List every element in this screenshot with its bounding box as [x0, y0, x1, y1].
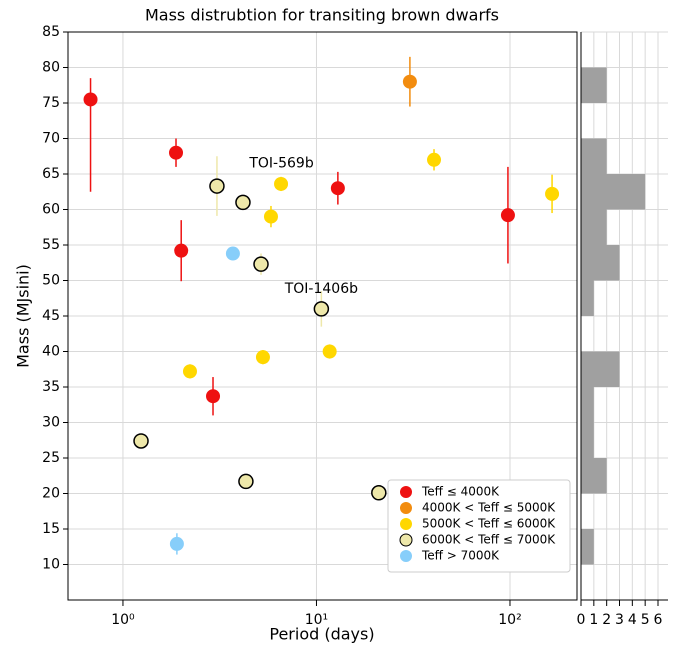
y-tick-label: 75	[42, 95, 60, 111]
plot-frame	[67, 31, 578, 601]
data-point	[255, 350, 270, 365]
histogram-bar	[581, 138, 607, 174]
x-tick-label: 4	[628, 612, 637, 628]
y-axis-label: Mass (MJsini)	[14, 264, 33, 368]
y-tick-label: 85	[42, 24, 60, 40]
x-axis-label: Period (days)	[269, 625, 374, 644]
data-point	[238, 473, 254, 490]
data-point	[133, 433, 149, 449]
x-tick-label: 10¹	[305, 612, 328, 628]
annotation: TOI-569b	[248, 155, 313, 171]
histogram-bar	[581, 387, 594, 423]
x-tick-label: 10²	[498, 612, 521, 628]
data-point	[174, 243, 189, 258]
y-tick-label: 80	[42, 60, 60, 76]
legend-marker	[400, 518, 412, 530]
histogram-bar	[581, 422, 594, 458]
data-point	[322, 344, 337, 359]
x-tick-label: 6	[654, 612, 663, 628]
x-tick-label: 5	[641, 612, 650, 628]
legend-label: Teff > 7000K	[421, 549, 500, 563]
legend-marker	[400, 550, 412, 562]
y-tick-label: 20	[42, 486, 60, 502]
y-tick-label: 10	[42, 557, 60, 573]
data-point	[169, 536, 184, 551]
histogram-bar	[581, 209, 607, 245]
legend-marker	[399, 533, 413, 547]
data-point	[263, 209, 278, 224]
y-tick-label: 15	[42, 521, 60, 537]
y-tick-label: 70	[42, 131, 60, 147]
legend-marker	[400, 486, 412, 498]
histogram-bar	[581, 529, 594, 565]
data-point	[313, 301, 330, 317]
legend-box	[387, 479, 571, 573]
data-point	[253, 256, 269, 272]
y-tick-label: 45	[42, 308, 60, 324]
y-tick-label: 40	[42, 344, 60, 360]
data-point	[371, 485, 387, 501]
legend-marker	[400, 502, 412, 514]
y-tick-label: 25	[42, 450, 60, 466]
data-point	[225, 246, 240, 261]
data-point	[402, 74, 417, 89]
histogram-bar	[581, 458, 607, 494]
x-tick-label: 3	[615, 612, 624, 628]
data-point	[169, 145, 184, 160]
y-tick-label: 60	[42, 202, 60, 218]
y-tick-label: 55	[42, 237, 60, 253]
x-tick-label: 10⁰	[111, 612, 135, 628]
x-tick-label: 0	[577, 612, 586, 628]
data-point	[209, 178, 225, 194]
legend-label: 4000K < Teff ≤ 5000K	[422, 501, 556, 515]
data-point	[235, 194, 251, 211]
data-point	[206, 389, 221, 404]
histogram-bar	[581, 280, 594, 316]
legend-label: Teff ≤ 4000K	[421, 485, 500, 499]
data-point	[182, 364, 197, 379]
histogram-bar	[581, 67, 607, 103]
data-point	[500, 208, 515, 223]
y-tick-label: 30	[42, 415, 60, 431]
histogram-bar	[581, 351, 620, 387]
data-point	[545, 186, 560, 201]
histogram-bar	[581, 245, 620, 281]
legend-label: 6000K < Teff ≤ 7000K	[422, 533, 556, 547]
data-point	[83, 92, 98, 107]
y-tick-label: 35	[42, 379, 60, 395]
data-point	[330, 181, 345, 196]
y-tick-label: 50	[42, 273, 60, 289]
x-tick-label: 1	[589, 612, 598, 628]
annotation: TOI-1406b	[284, 281, 358, 297]
data-point	[274, 176, 289, 191]
legend-label: 5000K < Teff ≤ 6000K	[422, 517, 556, 531]
y-tick-label: 65	[42, 166, 60, 182]
chart-title: Mass distrubtion for transiting brown dw…	[145, 6, 499, 25]
x-tick-label: 2	[602, 612, 611, 628]
histogram-bar	[581, 174, 646, 210]
data-point	[427, 152, 442, 167]
